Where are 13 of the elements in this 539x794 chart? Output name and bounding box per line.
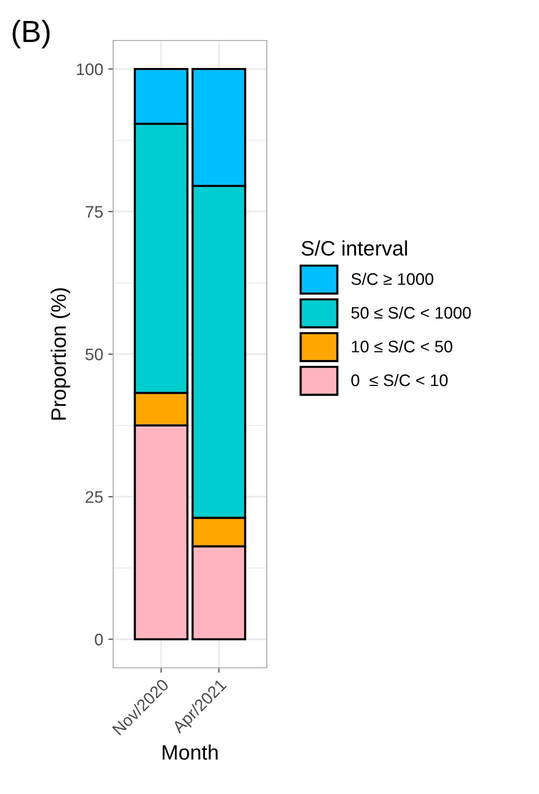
legend-label: 0 ≤ S/C < 10 — [351, 374, 448, 386]
y-axis-title: Proportion (%) — [50, 288, 70, 420]
y-tick-label: 25 — [86, 491, 103, 503]
legend-label: 10 ≤ S/C < 50 — [352, 340, 452, 352]
legend-label: 50 ≤ S/C < 1000 — [351, 306, 471, 319]
y-tick-label: 100 — [76, 63, 103, 76]
y-tick-label: 50 — [86, 348, 103, 360]
y-tick-label: 75 — [86, 206, 103, 218]
legend-title: S/C interval — [302, 240, 407, 256]
y-tick-label: 0 — [94, 634, 103, 646]
x-axis-title: Month — [162, 744, 218, 760]
text: (B) — [12, 20, 50, 48]
legend-label: S/C ≥ 1000 — [351, 272, 434, 285]
